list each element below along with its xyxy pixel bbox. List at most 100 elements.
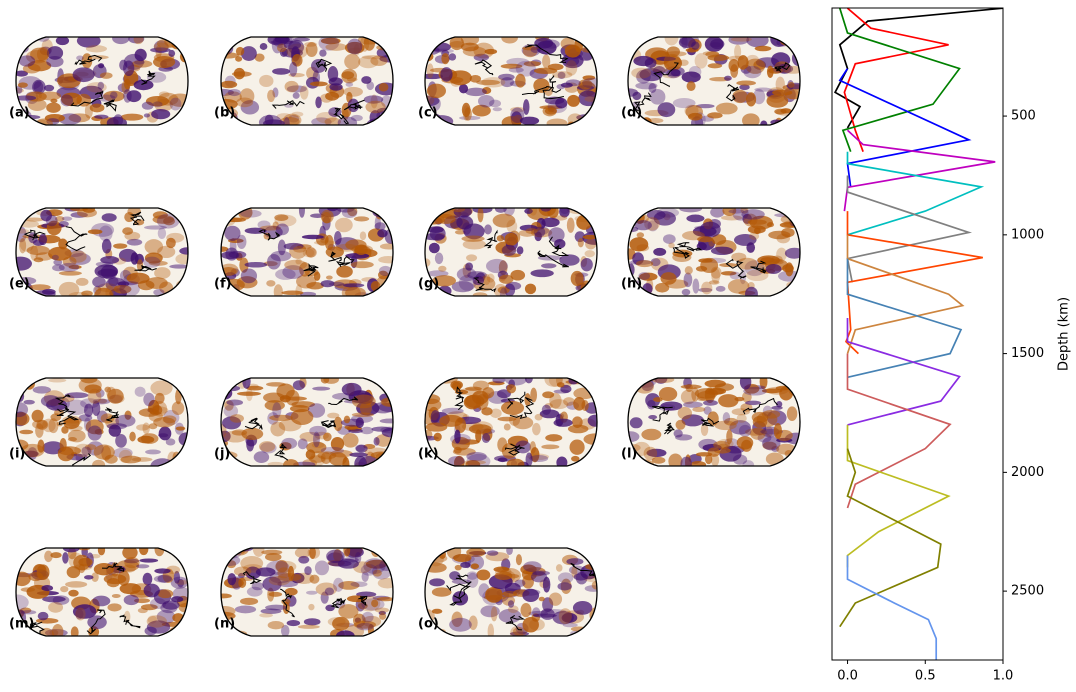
map-anomaly	[225, 217, 246, 223]
map-anomaly	[131, 457, 153, 462]
map-anomaly	[510, 626, 523, 636]
map-anomaly	[333, 577, 344, 592]
map-anomaly	[741, 209, 765, 220]
coastline	[664, 422, 676, 435]
map-anomaly	[108, 276, 119, 287]
map-anomaly	[649, 88, 666, 105]
map-anomaly	[722, 208, 737, 216]
panel-label: (d)	[621, 106, 642, 121]
map-anomaly	[157, 227, 167, 239]
map-anomaly	[541, 444, 560, 450]
map-anomaly	[675, 419, 686, 430]
map-anomaly	[40, 209, 52, 222]
map-anomaly	[372, 569, 382, 577]
map-anomaly	[454, 429, 461, 444]
coastline	[336, 256, 355, 268]
map-anomaly	[246, 385, 264, 391]
kernel-line	[846, 353, 952, 509]
map-anomaly	[505, 281, 522, 291]
map-anomaly	[344, 53, 361, 70]
map-anomaly	[311, 117, 332, 125]
map-anomaly	[647, 399, 656, 410]
map-anomaly	[663, 53, 681, 69]
map-anomaly	[259, 43, 268, 50]
map-anomaly	[143, 113, 151, 118]
coastline	[725, 84, 740, 102]
map-anomaly	[546, 118, 568, 125]
map-anomaly	[57, 446, 75, 462]
map-anomaly	[226, 399, 244, 406]
map-anomaly	[309, 548, 316, 559]
map-anomaly	[515, 60, 536, 77]
map-anomaly	[462, 222, 472, 235]
map-anomaly	[327, 617, 346, 627]
coastline	[537, 250, 570, 268]
x-tick-label: 0.0	[837, 669, 858, 684]
map-anomaly	[329, 83, 343, 91]
map-anomaly	[686, 81, 696, 92]
map-anomaly	[325, 43, 348, 51]
map-anomaly	[472, 104, 491, 117]
map-anomaly	[378, 255, 393, 264]
map-anomaly	[578, 79, 593, 90]
map-anomaly	[680, 456, 692, 466]
map-anomaly	[680, 384, 702, 390]
map-anomaly	[648, 415, 658, 420]
map-anomaly	[272, 87, 279, 98]
map-anomaly	[305, 449, 316, 460]
map-anomaly	[465, 460, 481, 466]
map-anomaly	[50, 98, 58, 103]
map-anomaly	[584, 96, 597, 102]
map-anomaly	[284, 259, 307, 271]
map-anomaly	[581, 46, 597, 53]
map-anomaly	[530, 46, 541, 54]
map-anomaly	[425, 422, 448, 432]
map-anomaly	[440, 67, 453, 82]
map-anomaly	[786, 406, 798, 422]
map-anomaly	[557, 582, 572, 591]
map-anomaly	[759, 378, 768, 390]
map-anomaly	[169, 264, 188, 269]
map-anomaly	[84, 575, 94, 580]
map	[425, 37, 597, 125]
map-anomaly	[636, 260, 654, 268]
map-anomaly	[681, 288, 691, 296]
map-anomaly	[780, 37, 800, 47]
map-anomaly	[275, 559, 288, 573]
map-anomaly	[76, 93, 92, 107]
map-anomaly	[773, 423, 782, 439]
map-anomaly	[425, 549, 432, 566]
map-anomaly	[94, 114, 109, 119]
map-anomaly	[684, 266, 693, 275]
map-anomaly	[441, 407, 464, 414]
map-anomaly	[126, 238, 143, 246]
map-anomaly	[629, 237, 649, 252]
map-anomaly	[324, 587, 334, 596]
map-anomaly	[497, 389, 511, 399]
map-anomaly	[485, 258, 508, 274]
coastline	[303, 263, 319, 277]
map-anomaly	[514, 579, 526, 587]
coastline	[333, 108, 350, 125]
map-anomaly	[653, 397, 663, 403]
coastline	[279, 588, 295, 618]
map-anomaly	[148, 411, 163, 422]
map-anomaly	[61, 216, 73, 221]
map-anomaly	[377, 577, 393, 589]
map-anomaly	[16, 70, 28, 77]
map-anomaly	[324, 234, 334, 251]
map-anomaly	[48, 418, 59, 434]
panel-label: (a)	[9, 106, 30, 121]
map-anomaly	[379, 243, 393, 250]
map-anomaly	[585, 238, 597, 250]
y-tick-label: 1000	[1011, 227, 1044, 242]
map-anomaly	[345, 286, 366, 296]
map-anomaly	[50, 552, 62, 559]
map-anomaly	[375, 434, 391, 447]
map-anomaly	[710, 38, 725, 50]
map-anomaly	[495, 567, 512, 577]
map-anomaly	[44, 550, 53, 563]
map-anomaly	[84, 444, 97, 451]
panel-label: (b)	[214, 106, 235, 121]
coastline	[473, 277, 497, 293]
